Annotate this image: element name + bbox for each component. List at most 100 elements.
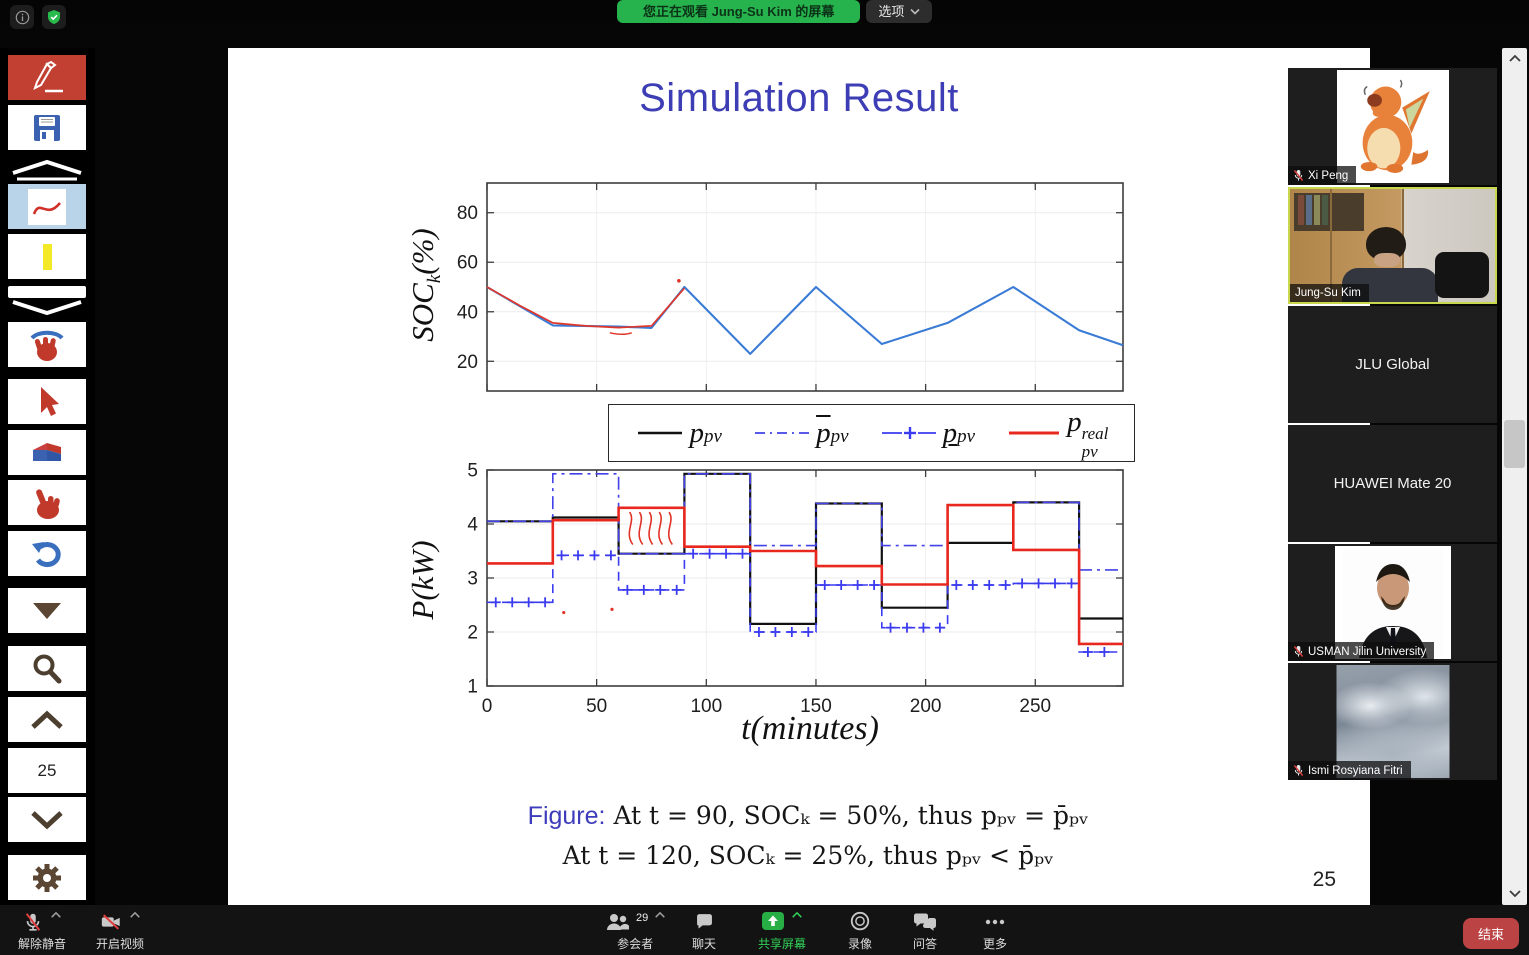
- swipe-hand-icon: [30, 330, 64, 361]
- participant-name-badge: USMAN Jilin University: [1288, 642, 1435, 661]
- page-number-indicator: 25: [8, 748, 86, 793]
- gear-icon: [33, 863, 61, 892]
- chevron-up-icon[interactable]: [791, 911, 803, 919]
- chart-legend: ppv ppv ppv p real pv: [608, 404, 1135, 462]
- participant-tile-jung-su-kim[interactable]: Jung-Su Kim: [1288, 187, 1497, 304]
- settings-button[interactable]: [8, 855, 86, 900]
- svg-text:1: 1: [467, 677, 478, 698]
- undo-button[interactable]: [8, 531, 86, 576]
- svg-text:50: 50: [586, 696, 607, 717]
- cartoon-dragon-avatar: [1360, 79, 1430, 173]
- tools-divider: [8, 286, 86, 298]
- page-down-button[interactable]: [8, 797, 86, 842]
- share-screen-icon: [762, 912, 784, 930]
- participant-tile-xi-peng[interactable]: Xi Peng: [1288, 68, 1497, 185]
- svg-text:3: 3: [467, 569, 478, 590]
- slide-title: Simulation Result: [639, 76, 959, 120]
- pointing-hand-icon: [36, 488, 60, 519]
- watching-banner: 您正在观看 Jung-Su Kim 的屏幕: [617, 0, 861, 23]
- curve-icon: [28, 188, 66, 225]
- chevron-up-icon[interactable]: [50, 911, 62, 919]
- chevron-down-icon: [31, 810, 63, 829]
- scroll-tools-down-button[interactable]: [8, 299, 86, 317]
- scroll-tools-up-button[interactable]: [8, 156, 86, 182]
- swipe-hand-tool-button[interactable]: [8, 322, 86, 367]
- legend-item-ppv-lower: ppv: [880, 417, 975, 450]
- annotation-toolbar: 25: [0, 48, 95, 905]
- svg-text:2: 2: [467, 623, 478, 644]
- svg-text:80: 80: [457, 203, 478, 224]
- highlighter-tool-button[interactable]: [8, 234, 86, 279]
- soc-chart: 20 40 60 80: [457, 182, 1124, 392]
- undo-arrow-icon: [32, 541, 61, 567]
- options-label: 选项: [878, 4, 905, 19]
- legend-item-ppv-real: p real pv: [1006, 406, 1108, 460]
- record-icon: [850, 911, 870, 931]
- qa-button[interactable]: 问答: [912, 911, 938, 952]
- top-bar: 您正在观看 Jung-Su Kim 的屏幕 选项: [0, 0, 1529, 29]
- scrollbar-thumb[interactable]: [1504, 420, 1525, 468]
- participant-tile-jlu-global[interactable]: JLU Global: [1288, 306, 1497, 423]
- security-shield-icon: [48, 10, 60, 24]
- save-floppy-icon: [34, 114, 60, 141]
- chevron-up-icon[interactable]: [129, 911, 141, 919]
- slide-page-number: 25: [1312, 868, 1336, 891]
- legend-sample-solid-red: [1009, 431, 1060, 435]
- more-button[interactable]: 更多: [983, 911, 1007, 952]
- meeting-info-button[interactable]: [10, 5, 34, 29]
- legend-sample-solid-black: [637, 431, 682, 435]
- pen-annotation: [609, 279, 681, 336]
- encryption-shield-button[interactable]: [42, 5, 66, 29]
- curve-draw-tool-button[interactable]: [8, 184, 86, 229]
- more-dots-icon: [985, 919, 1005, 925]
- pen-tool-button[interactable]: [8, 55, 86, 100]
- participant-avatar-image: [1334, 546, 1451, 659]
- chevron-up-icon: [31, 710, 63, 729]
- svg-text:60: 60: [457, 253, 478, 274]
- legend-sample-dashed-plus-blue: [881, 427, 936, 439]
- cursor-arrow-icon: [41, 386, 59, 416]
- svg-text:40: 40: [457, 302, 478, 323]
- svg-text:100: 100: [690, 696, 722, 717]
- point-hand-tool-button[interactable]: [8, 480, 86, 525]
- pointer-tool-button[interactable]: [8, 379, 86, 424]
- magnifier-button[interactable]: [8, 646, 86, 691]
- participant-name-badge: Jung-Su Kim: [1290, 284, 1369, 302]
- options-button[interactable]: 选项: [866, 0, 933, 23]
- eraser-icon: [33, 442, 61, 461]
- svg-text:5: 5: [467, 462, 478, 482]
- muted-mic-icon: [1293, 764, 1304, 777]
- svg-text:250: 250: [1019, 696, 1051, 717]
- jump-marker-button[interactable]: [8, 588, 86, 633]
- panel-scrollbar[interactable]: [1502, 48, 1527, 905]
- muted-camera-icon: [101, 914, 120, 930]
- page-number: 25: [37, 760, 57, 780]
- participant-tile-usman[interactable]: USMAN Jilin University: [1288, 544, 1497, 661]
- end-meeting-button[interactable]: 结束: [1462, 918, 1519, 949]
- scroll-up-icon[interactable]: [1502, 50, 1527, 68]
- participant-tile-huawei-mate-20[interactable]: HUAWEI Mate 20: [1288, 425, 1497, 542]
- pen-annotation: [562, 511, 673, 615]
- page-up-button[interactable]: [8, 697, 86, 742]
- scroll-down-icon[interactable]: [1502, 885, 1527, 903]
- svg-text:0: 0: [482, 696, 493, 717]
- chat-button[interactable]: 聊天: [692, 911, 716, 952]
- eraser-tool-button[interactable]: [8, 430, 86, 475]
- participant-tile-ismi[interactable]: Ismi Rosyiana Fitri: [1288, 663, 1497, 780]
- participants-video-panel: Xi Peng Jung-Su Kim JLU Global HUAWEI Ma…: [1288, 68, 1497, 782]
- svg-text:4: 4: [467, 515, 478, 536]
- chevron-up-icon[interactable]: [654, 911, 666, 919]
- share-screen-button[interactable]: 共享屏幕: [758, 911, 806, 952]
- figure-label: Figure:: [527, 802, 606, 830]
- participant-video-placeholder: [1290, 189, 1495, 302]
- participant-name-badge: Xi Peng: [1288, 166, 1357, 185]
- start-video-button[interactable]: 开启视频: [96, 911, 144, 952]
- record-button[interactable]: 录像: [848, 911, 872, 952]
- legend-sample-dashdot-blue: [755, 432, 810, 434]
- svg-text:150: 150: [800, 696, 832, 717]
- unmute-button[interactable]: 解除静音: [18, 911, 66, 952]
- participants-button[interactable]: 29 参会者: [604, 911, 666, 952]
- legend-item-ppv: ppv: [635, 417, 722, 450]
- save-button[interactable]: [8, 105, 86, 150]
